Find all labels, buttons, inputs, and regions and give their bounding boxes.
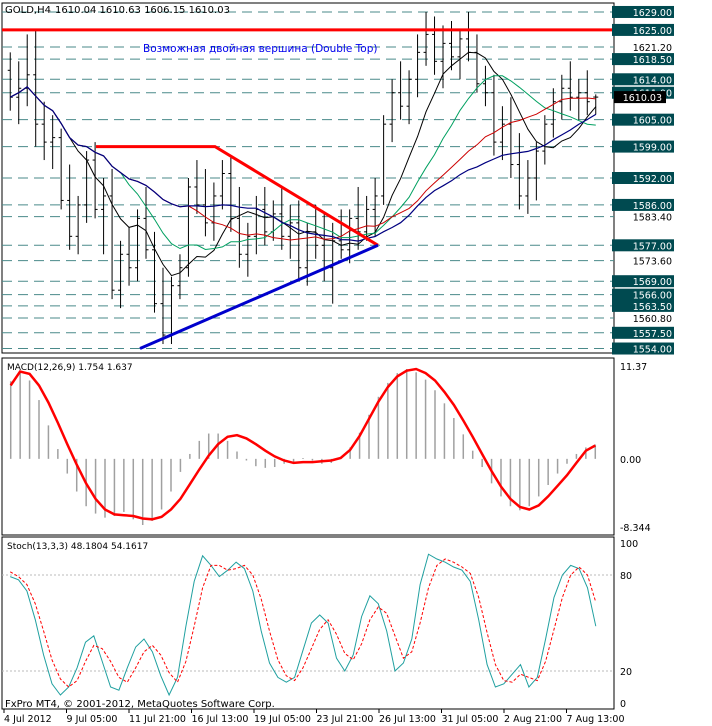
price-tag-bg bbox=[612, 113, 674, 126]
price-tag-bg bbox=[612, 23, 674, 36]
price-axis-label: 1560.80 bbox=[633, 314, 672, 325]
price-tag-label: 1566.00 bbox=[633, 291, 672, 302]
price-axis-label: 1583.40 bbox=[633, 213, 672, 224]
price-tag-label: 1625.00 bbox=[633, 26, 672, 37]
price-tag-label: 1629.00 bbox=[633, 8, 672, 19]
red-triangle-line bbox=[96, 145, 379, 247]
macd-scale-label: -8.344 bbox=[620, 523, 651, 534]
time-axis-label: 26 Jul 13:00 bbox=[379, 714, 436, 725]
axis-labels: 1629.001625.001621.201618.501614.001611.… bbox=[3, 5, 674, 725]
double-top-annotation: Возможная двойная вершина (Double Top) bbox=[143, 43, 377, 55]
macd-signal-polyline bbox=[9, 367, 596, 521]
macd-title: MACD(12,26,9) 1.754 1.637 bbox=[7, 363, 133, 373]
price-tag-label: 1614.00 bbox=[633, 75, 672, 86]
time-axis-label: 7 Aug 13:00 bbox=[567, 714, 625, 725]
price-tag-bg bbox=[612, 288, 674, 301]
chart-symbol: GOLD,H4 bbox=[5, 5, 51, 16]
price-tag-bg bbox=[612, 198, 674, 211]
price-tag-bg bbox=[612, 299, 674, 312]
price-tag-bg bbox=[612, 239, 674, 252]
time-axis-label: 23 Jul 21:00 bbox=[317, 714, 374, 725]
stoch-scale-label: 80 bbox=[620, 571, 632, 582]
stoch-main-line bbox=[10, 553, 597, 697]
macd-scale-label: 11.37 bbox=[620, 362, 647, 373]
price-axis-label: 1573.60 bbox=[633, 257, 672, 268]
stoch-scale-label: 100 bbox=[620, 539, 638, 550]
price-tag-label: 1586.00 bbox=[633, 201, 672, 212]
copyright-text: FxPro MT4, © 2001-2012, MetaQuotes Softw… bbox=[5, 699, 275, 710]
macd-signal-line bbox=[9, 367, 596, 521]
current-price-label: 1610.03 bbox=[623, 93, 662, 104]
price-tag-bg bbox=[612, 73, 674, 86]
panel-frame bbox=[1, 536, 615, 710]
price-tag-bg bbox=[612, 53, 674, 66]
price-tag-bg bbox=[612, 275, 674, 288]
macd-histogram bbox=[9, 369, 597, 526]
price-tag-bg bbox=[612, 172, 674, 184]
current-price-bg bbox=[614, 91, 666, 104]
blue-support-line bbox=[139, 243, 379, 350]
stoch-signal-line bbox=[9, 558, 597, 688]
time-axis-label: 11 Jul 21:00 bbox=[129, 714, 186, 725]
price-tag-bg bbox=[612, 326, 674, 339]
price-axis-label: 1621.20 bbox=[633, 43, 672, 54]
time-axis-label: 16 Jul 13:00 bbox=[192, 714, 249, 725]
price-tag-label: 1605.00 bbox=[633, 116, 672, 127]
ma-blue-line bbox=[9, 86, 597, 242]
moving-averages bbox=[9, 51, 597, 277]
stoch-scale-label: 0 bbox=[620, 699, 626, 710]
price-tag-label: 1618.50 bbox=[633, 55, 672, 66]
price-tag-label: 1592.00 bbox=[633, 174, 672, 185]
price-tag-bg bbox=[612, 342, 674, 355]
time-axis-label: 9 Jul 05:00 bbox=[67, 714, 118, 725]
price-tag-label: 1569.00 bbox=[633, 277, 672, 288]
macd-scale-label: 0.00 bbox=[620, 455, 641, 466]
price-tag-label: 1563.50 bbox=[633, 302, 672, 313]
time-axis-label: 31 Jul 05:00 bbox=[442, 714, 499, 725]
trendlines bbox=[2, 28, 614, 350]
chart-ohlc: 1610.04 1610.63 1606.15 1610.03 bbox=[55, 5, 230, 16]
panel-frame bbox=[1, 357, 615, 536]
price-tag-label: 1554.00 bbox=[633, 345, 672, 356]
stoch-scale-label: 20 bbox=[620, 667, 632, 678]
stoch-title: Stoch(13,3,3) 48.1804 54.1617 bbox=[7, 542, 148, 552]
time-axis-label: 4 Jul 2012 bbox=[4, 714, 52, 725]
time-axis-label: 19 Jul 05:00 bbox=[254, 714, 311, 725]
panel-frames bbox=[1, 2, 615, 710]
price-tag-bg bbox=[612, 140, 674, 153]
price-tag-bg bbox=[612, 5, 674, 18]
stochastic-lines bbox=[2, 553, 614, 697]
price-tag-label: 1577.00 bbox=[633, 241, 672, 252]
time-axis-label: 2 Aug 21:00 bbox=[504, 714, 562, 725]
price-tag-label: 1557.50 bbox=[633, 329, 672, 340]
price-tag-label: 1599.00 bbox=[633, 143, 672, 154]
